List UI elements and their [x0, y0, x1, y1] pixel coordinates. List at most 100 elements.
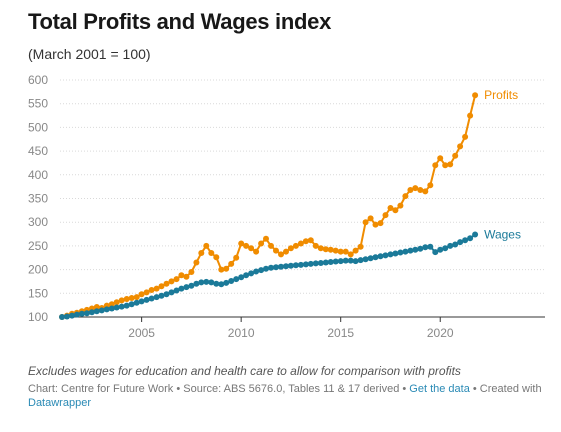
data-point: [148, 295, 155, 302]
data-point: [287, 245, 294, 252]
x-axis-ticks: 2005 2010 2015 2020: [128, 317, 454, 340]
data-point: [218, 281, 225, 288]
data-point: [278, 263, 284, 270]
data-point: [467, 112, 474, 119]
data-point: [317, 260, 324, 266]
data-point: [163, 280, 170, 287]
series-profits: Profits: [59, 88, 518, 320]
data-point: [193, 259, 200, 266]
data-point: [233, 276, 240, 283]
data-point: [223, 265, 230, 272]
y-tick-label: 350: [28, 192, 48, 206]
data-point: [352, 247, 359, 254]
data-point: [128, 301, 135, 308]
data-point: [263, 265, 269, 272]
data-point: [447, 242, 454, 249]
data-point: [113, 304, 120, 311]
credits-source: Chart: Centre for Future Work • Source: …: [28, 383, 410, 395]
y-tick-label: 400: [28, 168, 48, 182]
data-point: [93, 308, 100, 315]
data-point: [198, 250, 205, 256]
data-point: [327, 259, 334, 265]
data-point: [133, 294, 140, 301]
data-point: [138, 298, 145, 305]
data-point: [153, 285, 160, 292]
data-point: [337, 248, 344, 255]
data-point: [467, 235, 474, 242]
data-point: [422, 188, 429, 195]
data-point: [367, 255, 374, 262]
data-point: [292, 242, 299, 249]
data-point: [402, 193, 409, 200]
data-point: [203, 278, 210, 285]
data-point: [392, 207, 399, 214]
data-point: [417, 187, 424, 193]
data-point: [472, 92, 479, 99]
data-point: [188, 269, 195, 275]
data-point: [213, 280, 220, 287]
data-point: [98, 307, 105, 314]
data-point: [133, 299, 140, 306]
data-point: [407, 187, 414, 193]
data-point: [123, 296, 130, 302]
data-point: [113, 299, 120, 306]
y-tick-label: 600: [28, 73, 48, 87]
data-point: [317, 245, 324, 252]
y-tick-label: 200: [28, 263, 48, 277]
data-point: [297, 261, 304, 268]
data-point: [367, 215, 374, 222]
data-point: [412, 185, 419, 192]
data-point: [243, 272, 250, 279]
data-point: [462, 133, 469, 140]
y-tick-label: 250: [28, 239, 48, 253]
datawrapper-link[interactable]: Datawrapper: [28, 397, 91, 409]
data-point: [432, 249, 439, 256]
credits-created-with: • Created with: [469, 383, 542, 395]
data-point: [193, 280, 200, 287]
get-data-link[interactable]: Get the data: [409, 383, 470, 395]
data-point: [268, 264, 274, 271]
data-point: [188, 282, 195, 289]
data-point: [218, 266, 225, 273]
data-point: [362, 256, 369, 263]
data-point: [332, 247, 339, 254]
data-point: [238, 274, 245, 281]
data-point: [292, 262, 299, 269]
data-point: [173, 276, 180, 283]
data-point: [407, 247, 414, 254]
data-point: [59, 314, 65, 320]
data-point: [372, 254, 379, 261]
data-point: [168, 289, 175, 296]
data-point: [258, 267, 265, 274]
data-point: [228, 278, 235, 284]
data-point: [307, 260, 314, 267]
data-point: [203, 242, 210, 249]
data-point: [307, 237, 314, 244]
data-point: [108, 305, 115, 312]
series-label-wages: Wages: [484, 228, 521, 242]
data-point: [302, 238, 309, 245]
data-point: [362, 219, 369, 226]
y-tick-label: 550: [28, 97, 48, 111]
x-tick-label: 2020: [427, 326, 454, 340]
data-point: [208, 250, 215, 256]
data-point: [69, 312, 75, 319]
data-point: [248, 245, 255, 252]
data-point: [123, 302, 130, 309]
data-point: [88, 309, 95, 316]
gridlines: [60, 79, 545, 318]
data-point: [457, 239, 464, 246]
data-point: [143, 289, 150, 296]
series-group: Profits Wages: [59, 88, 521, 320]
data-point: [283, 248, 289, 255]
data-point: [158, 292, 165, 299]
data-point: [258, 240, 265, 247]
data-point: [382, 252, 389, 259]
data-point: [148, 287, 155, 293]
chart-credits: Chart: Centre for Future Work • Source: …: [28, 382, 543, 410]
data-point: [273, 247, 279, 254]
data-point: [422, 244, 429, 251]
data-point: [183, 284, 190, 291]
y-tick-label: 100: [28, 310, 48, 324]
data-point: [103, 306, 110, 313]
